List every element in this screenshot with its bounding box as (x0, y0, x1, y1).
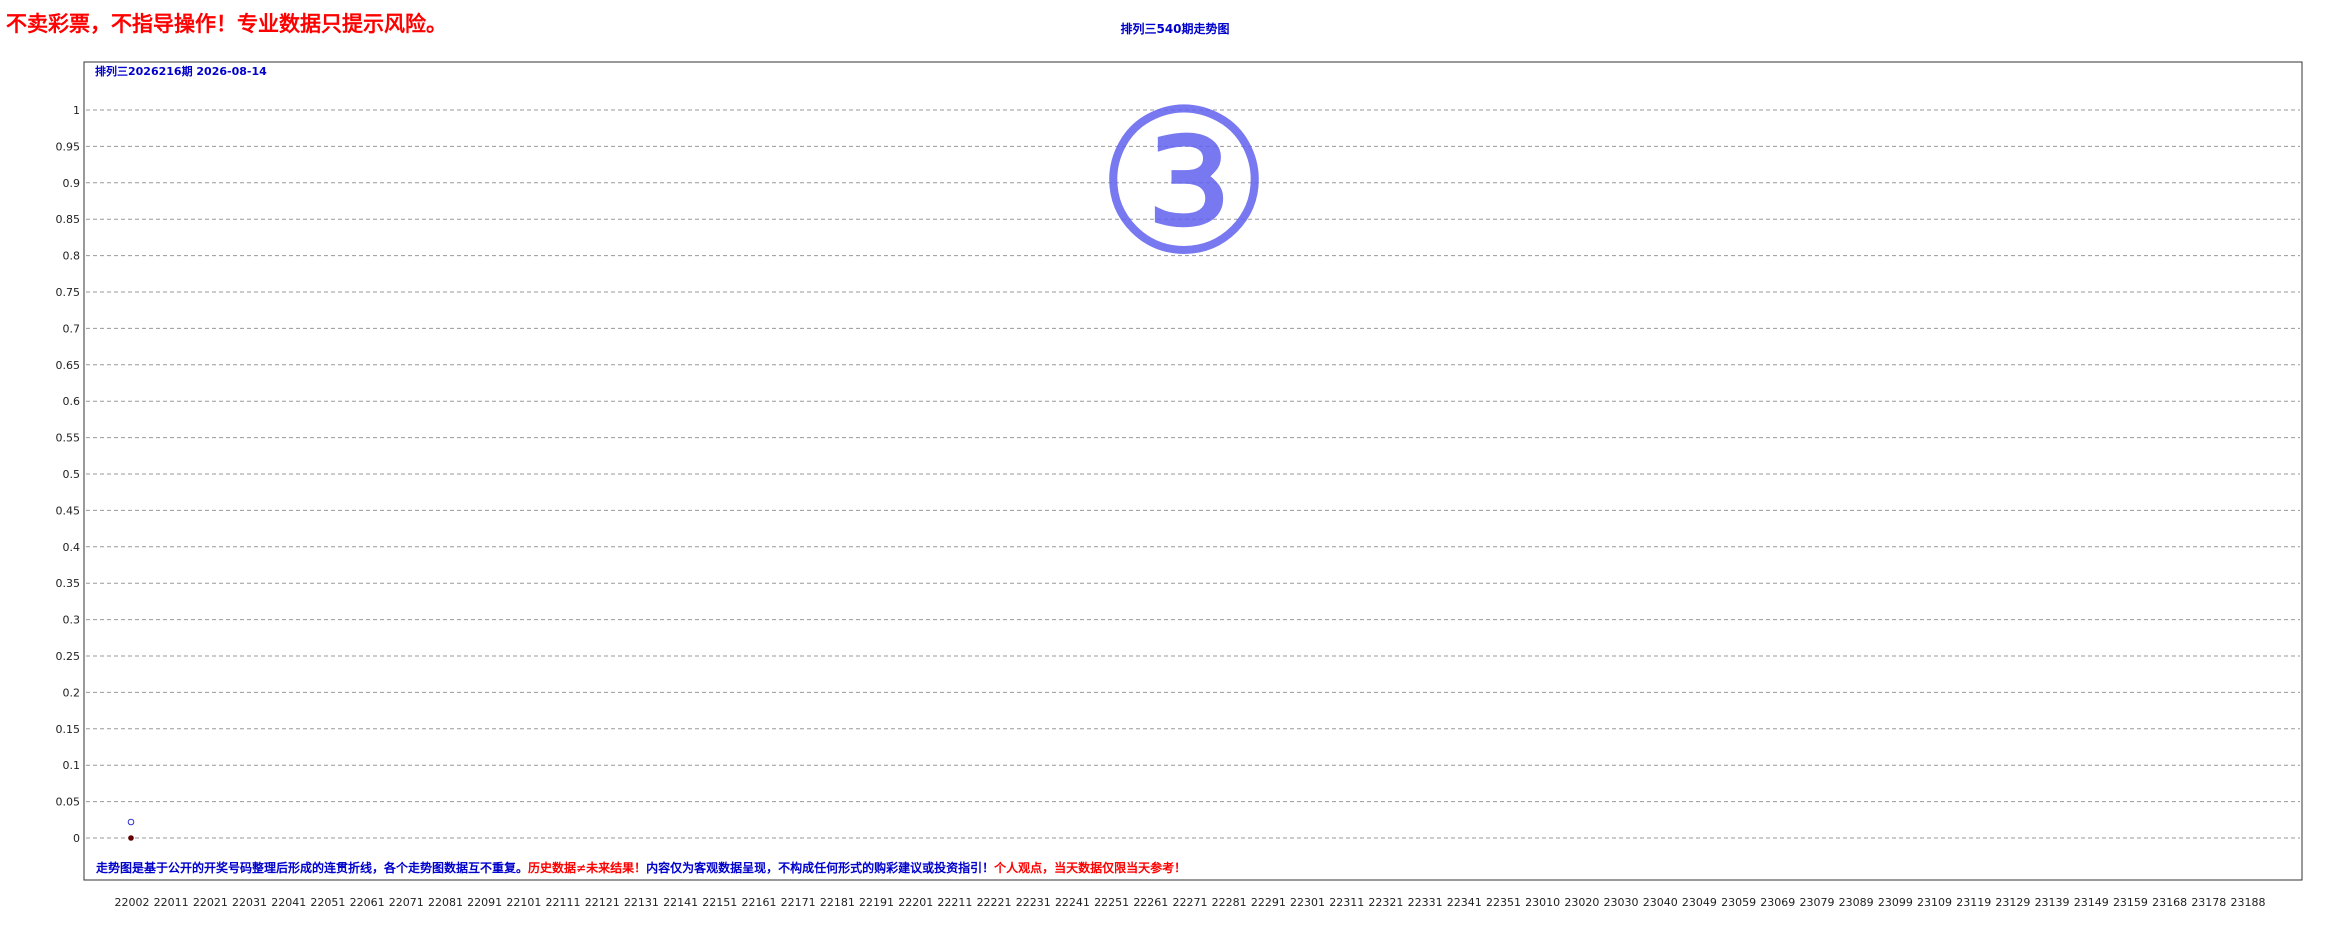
x-tick-label: 22081 (428, 896, 463, 909)
x-tick-label: 22281 (1212, 896, 1247, 909)
y-tick-label: 0.5 (63, 468, 81, 481)
x-tick-label: 22141 (663, 896, 698, 909)
x-tick-label: 23010 (1525, 896, 1560, 909)
x-tick-label: 22331 (1408, 896, 1443, 909)
y-tick-label: 0.55 (56, 432, 81, 445)
x-tick-label: 22111 (546, 896, 581, 909)
x-tick-label: 23188 (2231, 896, 2266, 909)
x-tick-label: 22161 (741, 896, 776, 909)
x-tick-label: 22201 (898, 896, 933, 909)
x-tick-label: 23119 (1956, 896, 1991, 909)
x-tick-label: 22091 (467, 896, 502, 909)
x-tick-label: 22221 (977, 896, 1012, 909)
x-tick-label: 22251 (1094, 896, 1129, 909)
x-tick-label: 23129 (1995, 896, 2030, 909)
x-tick-label: 23099 (1878, 896, 1913, 909)
y-tick-label: 0.35 (56, 577, 81, 590)
x-tick-label: 22011 (154, 896, 189, 909)
footer-segment: 个人观点，当天数据仅限当天参考！ (993, 860, 1186, 875)
x-tick-label: 22041 (271, 896, 306, 909)
x-tick-label: 23168 (2152, 896, 2187, 909)
y-axis: 0 0.05 0.1 0.15 0.2 0.25 0.3 0.35 0.4 0.45 0.5 0.55… (56, 104, 81, 845)
x-tick-label: 22241 (1055, 896, 1090, 909)
y-tick-label: 0.25 (56, 650, 81, 663)
x-tick-label: 23069 (1760, 896, 1795, 909)
x-tick-label: 23159 (2113, 896, 2148, 909)
x-tick-label: 23079 (1799, 896, 1834, 909)
x-tick-label: 22301 (1290, 896, 1325, 909)
chart-footer-disclaimer: 走势图是基于公开的开奖号码整理后形成的连贯折线，各个走势图数据互不重复。历史数据… (96, 860, 1186, 875)
x-tick-label: 22061 (350, 896, 385, 909)
y-tick-label: 1 (73, 104, 80, 117)
x-tick-label: 22151 (702, 896, 737, 909)
footer-segment: 走势图是基于公开的开奖号码整理后形成的连贯折线，各个走势图数据互不重复。 (96, 860, 528, 875)
x-tick-label: 23020 (1564, 896, 1599, 909)
x-tick-label: 22191 (859, 896, 894, 909)
x-tick-label: 22131 (624, 896, 659, 909)
x-tick-label: 23059 (1721, 896, 1756, 909)
x-tick-label: 22101 (506, 896, 541, 909)
data-point (128, 835, 134, 841)
x-tick-label: 23040 (1643, 896, 1678, 909)
x-tick-label: 22321 (1368, 896, 1403, 909)
y-tick-label: 0 (73, 832, 80, 845)
y-tick-label: 0.9 (63, 177, 81, 190)
x-tick-label: 22051 (310, 896, 345, 909)
y-tick-label: 0.75 (56, 286, 81, 299)
watermark-circled-3: ③ (1094, 67, 1273, 300)
y-tick-label: 0.8 (63, 250, 81, 263)
x-axis: 22002 22011 22021 22031 22041 22051 22061 22071… (115, 896, 2266, 909)
x-tick-label: 22071 (389, 896, 424, 909)
y-tick-label: 0.85 (56, 213, 81, 226)
x-tick-label: 22341 (1447, 896, 1482, 909)
x-tick-label: 22271 (1173, 896, 1208, 909)
y-tick-label: 0.95 (56, 140, 81, 153)
x-tick-label: 22291 (1251, 896, 1286, 909)
footer-segment: 历史数据≠未来结果！ (528, 860, 646, 875)
x-tick-label: 22181 (820, 896, 855, 909)
y-tick-label: 0.05 (56, 796, 81, 809)
chart-subtitle: 排列三2026216期 2026-08-14 (95, 64, 267, 78)
y-tick-label: 0.7 (63, 322, 81, 335)
y-tick-label: 0.1 (63, 759, 81, 772)
x-tick-label: 23049 (1682, 896, 1717, 909)
x-tick-label: 22231 (1016, 896, 1051, 909)
x-tick-label: 22211 (937, 896, 972, 909)
x-tick-label: 22031 (232, 896, 267, 909)
x-tick-label: 23109 (1917, 896, 1952, 909)
x-tick-label: 23030 (1604, 896, 1639, 909)
y-tick-label: 0.3 (63, 614, 81, 627)
y-tick-label: 0.65 (56, 359, 81, 372)
footer-segment: 内容仅为客观数据呈现，不构成任何形式的购彩建议或投资指引！ (646, 860, 994, 875)
y-tick-label: 0.4 (63, 541, 81, 554)
y-tick-label: 0.15 (56, 723, 81, 736)
x-tick-label: 22021 (193, 896, 228, 909)
x-tick-label: 23149 (2074, 896, 2109, 909)
x-tick-label: 22351 (1486, 896, 1521, 909)
x-tick-label: 23139 (2035, 896, 2070, 909)
y-tick-label: 0.6 (63, 395, 81, 408)
x-tick-label: 22121 (585, 896, 620, 909)
x-tick-label: 23089 (1839, 896, 1874, 909)
y-tick-label: 0.2 (63, 686, 81, 699)
x-tick-label: 22171 (781, 896, 816, 909)
y-tick-label: 0.45 (56, 504, 81, 517)
x-tick-label: 23178 (2191, 896, 2226, 909)
x-tick-label: 22261 (1133, 896, 1168, 909)
x-tick-label: 22002 (115, 896, 150, 909)
x-tick-label: 22311 (1329, 896, 1364, 909)
